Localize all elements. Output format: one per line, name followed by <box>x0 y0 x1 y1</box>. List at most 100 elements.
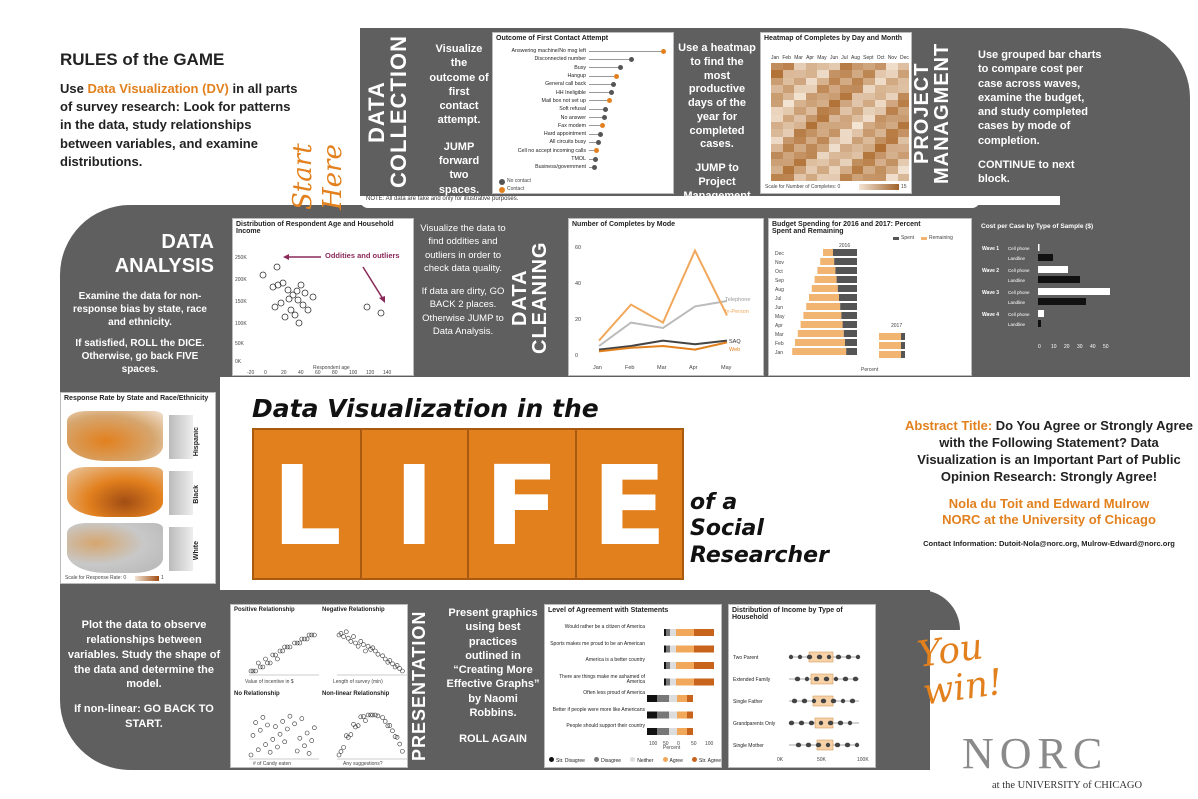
age-income-y-tick: 250K <box>235 255 247 261</box>
abstract-label: Abstract Title: <box>905 418 993 433</box>
income-point <box>835 654 841 660</box>
scatter-point <box>348 639 354 644</box>
mode-y-tick: 0 <box>575 353 578 359</box>
agreement-segment <box>694 662 714 669</box>
agreement-segment <box>657 695 669 702</box>
heatmap-cell <box>771 92 783 100</box>
abstract-org: NORC at the University of Chicago <box>942 512 1156 528</box>
heatmap-scale-max: 15 <box>901 184 907 190</box>
project-management-action: CONTINUE to next block. <box>978 159 1075 186</box>
income-point <box>845 654 851 660</box>
heatmap-instruction-action: JUMP to Project Management <box>683 162 751 202</box>
tail-social: Social <box>690 516 764 542</box>
cost-bar <box>1038 254 1053 261</box>
data-cleaning-label: DATA CLEANING <box>509 241 551 355</box>
response-rate-chart: Response Rate by State and Race/Ethnicit… <box>60 392 216 584</box>
scatter-point <box>260 715 266 720</box>
scatter-panels: Positive Relationship Negative Relations… <box>230 604 408 768</box>
heatmap-cell <box>817 151 829 159</box>
heatmap-cell <box>794 63 806 71</box>
heatmap-cell <box>771 136 783 145</box>
heatmap-cell <box>874 114 886 122</box>
heatmap-cell <box>794 85 806 93</box>
heatmap-cell <box>863 144 875 152</box>
heatmap-month: Nov <box>887 55 897 61</box>
scatter-point <box>351 722 356 727</box>
mode-series-line <box>598 300 728 347</box>
heatmap-cell <box>851 151 863 159</box>
heatmap-cell <box>771 158 783 167</box>
heatmap-months: Jan Feb Mar Apr May Jun Jul Aug Sept Oct Nov Dec <box>771 55 909 61</box>
age-income-point <box>304 306 312 314</box>
board-track-right-bottom <box>860 590 960 630</box>
agreement-legend-item: Neither <box>630 757 653 764</box>
dist-black <box>169 471 193 515</box>
cost-bar <box>1038 244 1040 251</box>
budget-month-label: Jul <box>775 296 781 302</box>
income-point <box>826 654 832 660</box>
cost-type-label: Cell phone <box>1008 312 1030 317</box>
rules-highlight: Data Visualization (DV) <box>87 81 229 96</box>
mode-label-inperson: In-Person <box>725 309 749 315</box>
scatter-point <box>284 726 290 732</box>
scatter-point <box>390 661 395 667</box>
budget-bar-remaining <box>795 339 845 346</box>
model-instruction-text: Plot the data to observe relationships b… <box>67 619 221 691</box>
budget-bar-spent <box>834 258 857 265</box>
group-black: Black <box>193 485 200 504</box>
heatmap-cell <box>817 85 829 93</box>
cost-type-label: Cell phone <box>1008 246 1030 251</box>
start-here-text: Start Here <box>288 143 348 210</box>
scatter-point <box>375 651 381 657</box>
presentation-action: ROLL AGAIN <box>459 733 527 746</box>
first-contact-row: Hard appointment <box>495 130 673 138</box>
agreement-segment <box>677 711 687 719</box>
first-contact-stem <box>589 158 593 160</box>
you-win-text: You win! <box>914 626 1006 714</box>
letter-i: I <box>362 430 469 578</box>
cost-title: Cost per Case by Type of Sample ($) <box>981 223 1094 230</box>
heatmap-cell <box>794 92 806 100</box>
first-contact-dot <box>596 139 602 145</box>
heatmap-cell <box>886 107 898 115</box>
age-income-x-tick: -20 <box>247 370 254 375</box>
budget-month-label: May <box>775 314 785 320</box>
heatmap-cell <box>828 144 840 152</box>
first-contact-label: Fax modem <box>558 122 586 129</box>
age-income-point <box>377 309 385 317</box>
scatter-point <box>373 648 378 654</box>
heatmap-cell <box>817 114 829 122</box>
agreement-segment <box>687 728 693 735</box>
scatter-point <box>400 668 405 674</box>
scatter-point <box>267 660 273 666</box>
age-income-xlabel: Respondent age <box>313 365 350 371</box>
budget-bar-remaining-2017 <box>879 342 901 349</box>
income-point <box>788 654 794 660</box>
scatter-point <box>294 748 300 754</box>
cost-type-label: Landline <box>1008 300 1026 305</box>
scatter-point <box>361 714 366 719</box>
heatmap-cell <box>782 70 794 78</box>
scatter-point <box>353 640 358 646</box>
budget-month-label: Sep <box>775 278 784 284</box>
rules-block: RULES of the GAME Use Data Visualization… <box>60 50 300 171</box>
heatmap-cell <box>863 70 875 78</box>
first-contact-dot <box>598 131 603 137</box>
scatter-point <box>343 629 349 635</box>
heatmap-cell <box>863 92 875 100</box>
heatmap-cell <box>805 158 817 167</box>
cost-bar <box>1038 266 1068 273</box>
mode-x-tick: Mar <box>657 365 667 371</box>
age-income-points: 250K 200K 150K 100K 50K 0K -20 0 20 40 60 80 100 120 1… <box>235 255 392 375</box>
heatmap-cell <box>886 122 898 130</box>
heatmap-cell <box>828 114 840 122</box>
heatmap-cell <box>874 166 886 174</box>
first-contact-stem <box>589 100 607 102</box>
heatmap-cell <box>771 85 783 93</box>
heatmap-cell <box>794 166 806 174</box>
age-income-y-tick: 50K <box>235 341 245 347</box>
budget-bar-spent <box>842 321 857 328</box>
heatmap-cell <box>886 92 898 100</box>
age-income-x-tick: 100 <box>349 370 358 375</box>
age-income-point <box>259 271 267 279</box>
